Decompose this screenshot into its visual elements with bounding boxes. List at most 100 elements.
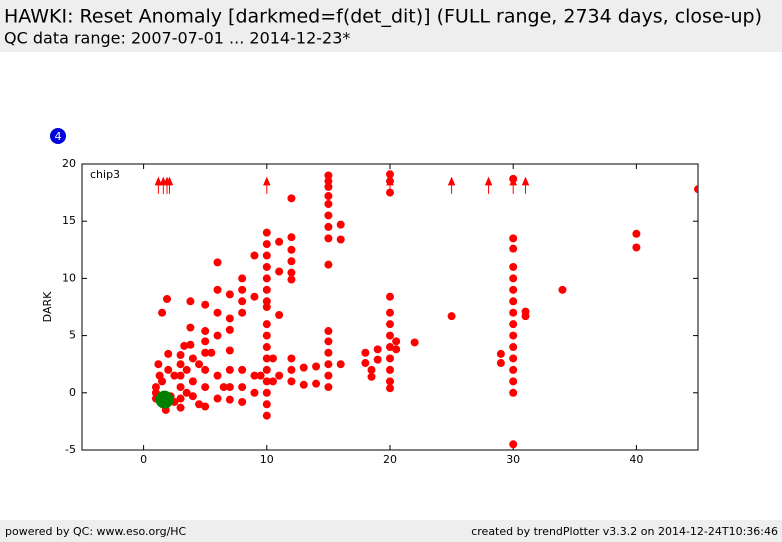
point	[336, 235, 345, 244]
point	[186, 297, 195, 306]
point	[509, 297, 518, 306]
point	[336, 220, 345, 229]
upper-limit-arrow	[447, 176, 456, 194]
point	[392, 345, 401, 354]
point	[262, 240, 271, 249]
point	[386, 365, 394, 374]
point	[275, 371, 284, 380]
point	[324, 337, 333, 346]
point	[287, 194, 296, 203]
title: HAWKI: Reset Anomaly [darkmed=f(det_dit)…	[4, 6, 762, 28]
point	[201, 402, 210, 411]
point	[324, 371, 333, 380]
upper-limit-arrow	[154, 176, 163, 194]
point	[158, 377, 167, 386]
point	[170, 371, 179, 380]
plot-area	[81, 163, 699, 451]
point	[324, 177, 333, 186]
x-tick-label: 10	[260, 453, 274, 466]
point	[632, 243, 641, 252]
point	[176, 371, 185, 380]
point	[268, 377, 277, 386]
point	[250, 251, 259, 260]
point	[287, 377, 296, 386]
point	[509, 343, 518, 352]
point	[299, 380, 308, 389]
point	[186, 340, 195, 349]
point	[262, 388, 271, 397]
point	[176, 383, 185, 392]
point	[287, 257, 296, 266]
point	[176, 351, 185, 360]
point	[509, 354, 518, 363]
point	[324, 222, 333, 231]
point	[361, 348, 370, 357]
point	[386, 331, 394, 340]
point	[509, 365, 518, 374]
y-tick-label: 20	[62, 157, 76, 170]
point	[225, 383, 234, 392]
point	[262, 274, 271, 283]
point	[154, 360, 163, 369]
upper-limit-arrow	[165, 176, 174, 194]
point	[225, 290, 234, 299]
point	[163, 294, 172, 303]
point	[268, 354, 277, 363]
point	[201, 383, 210, 392]
point	[386, 170, 394, 179]
point	[201, 300, 210, 309]
point	[386, 292, 394, 301]
markers	[151, 170, 698, 449]
point	[238, 308, 247, 317]
point	[201, 365, 210, 374]
point	[558, 285, 567, 294]
point	[250, 388, 259, 397]
upper-limit-arrow	[263, 176, 271, 194]
point	[324, 171, 333, 180]
point	[182, 388, 191, 397]
point	[238, 297, 247, 306]
upper-limit-arrow	[521, 176, 530, 194]
y-tick-label: 5	[69, 329, 76, 342]
point	[324, 360, 333, 369]
point	[180, 341, 189, 350]
point	[386, 320, 394, 329]
point	[632, 229, 641, 238]
footer-right: created by trendPlotter v3.3.2 on 2014-1…	[471, 525, 778, 538]
point	[213, 308, 222, 317]
y-tick-label: -5	[65, 443, 76, 456]
upper-limit-arrow	[484, 176, 493, 194]
point	[238, 274, 247, 283]
point	[262, 285, 271, 294]
point	[262, 262, 271, 271]
footer-band	[0, 520, 782, 542]
point	[324, 211, 333, 220]
point	[250, 371, 259, 380]
point	[287, 268, 296, 277]
point	[188, 377, 197, 386]
point	[509, 388, 518, 397]
point	[521, 312, 530, 321]
point	[367, 372, 376, 381]
point	[262, 343, 271, 352]
point	[287, 233, 296, 242]
point	[262, 320, 271, 329]
point	[373, 345, 382, 354]
point	[694, 185, 698, 194]
point	[165, 395, 174, 404]
point	[509, 440, 518, 449]
point	[176, 360, 185, 369]
point	[392, 337, 401, 346]
point	[262, 377, 271, 386]
point	[509, 377, 518, 386]
point	[250, 292, 259, 301]
point	[256, 371, 265, 380]
point	[386, 343, 394, 352]
point	[262, 297, 271, 306]
point	[373, 355, 382, 364]
point	[509, 331, 518, 340]
point	[225, 346, 234, 355]
point	[262, 331, 271, 340]
point	[262, 354, 271, 363]
